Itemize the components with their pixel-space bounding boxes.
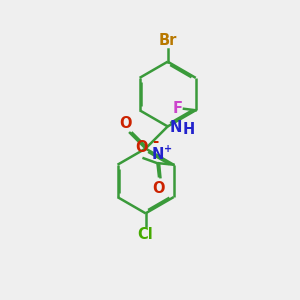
Text: O: O [119, 116, 132, 130]
Text: +: + [164, 144, 172, 154]
Text: O: O [135, 140, 148, 155]
Text: F: F [172, 101, 182, 116]
Text: Cl: Cl [138, 227, 154, 242]
Text: -: - [152, 134, 159, 148]
Text: O: O [153, 181, 165, 196]
Text: N: N [170, 120, 182, 135]
Text: Br: Br [158, 33, 177, 48]
Text: H: H [183, 122, 195, 137]
Text: N: N [151, 147, 164, 162]
